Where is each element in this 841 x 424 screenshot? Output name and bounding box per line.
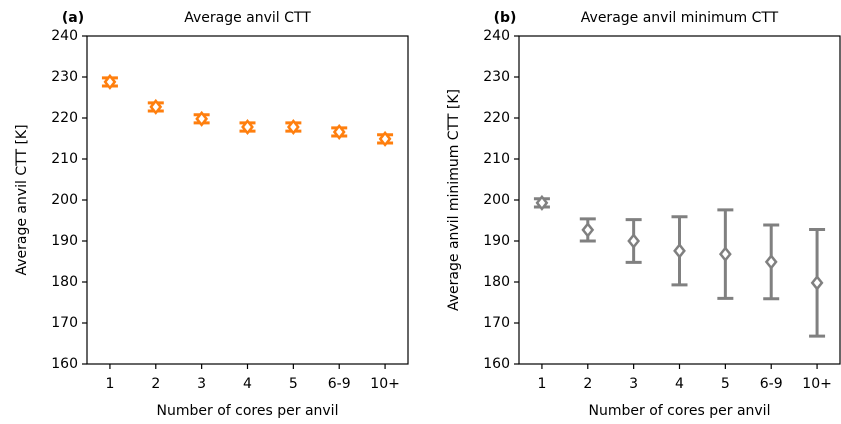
panel-label: (a) bbox=[62, 10, 84, 26]
y-tick-label: 240 bbox=[51, 28, 78, 44]
y-tick-label: 240 bbox=[483, 28, 510, 44]
marker bbox=[627, 232, 641, 250]
y-tick-label: 190 bbox=[483, 233, 510, 249]
y-axis-label: Average anvil CTT [K] bbox=[14, 124, 30, 275]
x-axis-label: Number of cores per anvil bbox=[589, 403, 771, 419]
x-tick-label: 5 bbox=[721, 376, 730, 392]
marker bbox=[286, 119, 300, 136]
marker bbox=[673, 242, 686, 259]
y-axis-label: Average anvil minimum CTT [K] bbox=[446, 89, 462, 311]
marker bbox=[810, 274, 824, 291]
marker bbox=[718, 246, 732, 263]
x-tick-label: 2 bbox=[151, 376, 160, 392]
x-tick-label: 4 bbox=[675, 376, 684, 392]
y-tick-label: 170 bbox=[483, 315, 510, 331]
marker bbox=[241, 119, 254, 136]
y-tick-label: 210 bbox=[51, 151, 78, 167]
y-tick-label: 160 bbox=[51, 356, 78, 372]
panel-label: (b) bbox=[494, 10, 517, 26]
y-tick-label: 160 bbox=[483, 356, 510, 372]
plot-frame bbox=[86, 35, 409, 365]
y-tick-label: 170 bbox=[51, 315, 78, 331]
y-tick-label: 180 bbox=[483, 274, 510, 290]
y-tick-label: 190 bbox=[51, 233, 78, 249]
x-tick-label: 1 bbox=[537, 376, 546, 392]
x-tick-label: 4 bbox=[243, 376, 252, 392]
x-tick-label: 3 bbox=[197, 376, 206, 392]
y-tick-label: 180 bbox=[51, 274, 78, 290]
y-tick-label: 200 bbox=[51, 192, 78, 208]
marker bbox=[581, 221, 595, 238]
marker bbox=[764, 253, 778, 270]
y-tick-label: 210 bbox=[483, 151, 510, 167]
plot-frame bbox=[518, 35, 841, 365]
x-tick-label: 6-9 bbox=[328, 376, 351, 392]
marker bbox=[149, 98, 163, 115]
x-tick-label: 10+ bbox=[802, 376, 832, 392]
x-tick-label: 3 bbox=[629, 376, 638, 392]
y-tick-label: 230 bbox=[483, 69, 510, 85]
x-tick-label: 1 bbox=[105, 376, 114, 392]
marker bbox=[535, 194, 549, 211]
marker bbox=[103, 73, 117, 90]
y-tick-label: 200 bbox=[483, 192, 510, 208]
y-tick-label: 230 bbox=[51, 69, 78, 85]
x-tick-label: 10+ bbox=[370, 376, 400, 392]
marker bbox=[378, 130, 392, 147]
marker bbox=[332, 123, 346, 140]
x-tick-label: 6-9 bbox=[760, 376, 783, 392]
y-tick-label: 220 bbox=[483, 110, 510, 126]
chart-title: Average anvil minimum CTT bbox=[581, 10, 779, 26]
marker bbox=[195, 110, 209, 127]
x-tick-label: 5 bbox=[289, 376, 298, 392]
chart-title: Average anvil CTT bbox=[184, 10, 311, 26]
y-tick-label: 220 bbox=[51, 110, 78, 126]
x-tick-label: 2 bbox=[583, 376, 592, 392]
x-axis-label: Number of cores per anvil bbox=[157, 403, 339, 419]
